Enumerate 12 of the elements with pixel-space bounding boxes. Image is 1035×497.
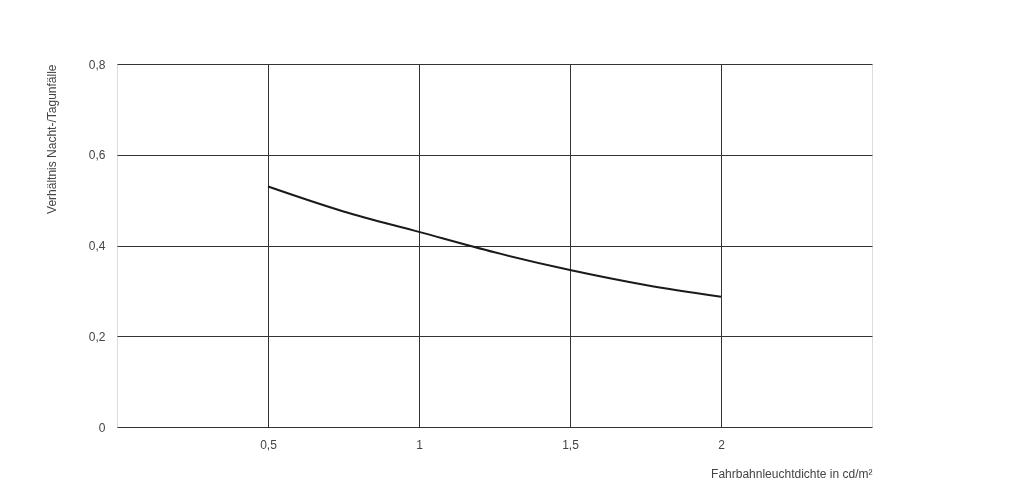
x-axis-title: Fahrbahnleuchtdichte in cd/m² (711, 466, 873, 481)
y-tick-label: 0 (98, 420, 106, 435)
y-tick-label: 0,8 (88, 57, 106, 72)
x-tick-label: 0,5 (260, 437, 278, 452)
y-tick-label: 0,2 (88, 329, 106, 344)
line-series (267, 185, 722, 298)
y-axis-title: Verhältnis Nacht-/Tagunfälle (44, 64, 59, 214)
x-tick-label: 1,5 (562, 437, 580, 452)
y-tick-label: 0,4 (88, 239, 106, 253)
x-tick-label: 2 (718, 437, 726, 452)
x-tick-label: 1 (416, 437, 424, 452)
y-tick-label: 0,6 (88, 148, 106, 163)
